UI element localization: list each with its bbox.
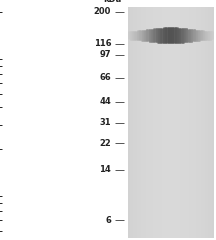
Text: 66: 66 bbox=[99, 73, 111, 82]
Text: 22: 22 bbox=[99, 138, 111, 148]
Text: 97: 97 bbox=[100, 50, 111, 59]
Text: 31: 31 bbox=[100, 118, 111, 127]
Text: 200: 200 bbox=[94, 7, 111, 16]
Text: 116: 116 bbox=[94, 39, 111, 48]
Text: 14: 14 bbox=[99, 165, 111, 174]
Text: 6: 6 bbox=[105, 216, 111, 225]
Bar bbox=[128, 7, 214, 238]
Text: kDa: kDa bbox=[103, 0, 122, 4]
Text: 44: 44 bbox=[99, 97, 111, 106]
